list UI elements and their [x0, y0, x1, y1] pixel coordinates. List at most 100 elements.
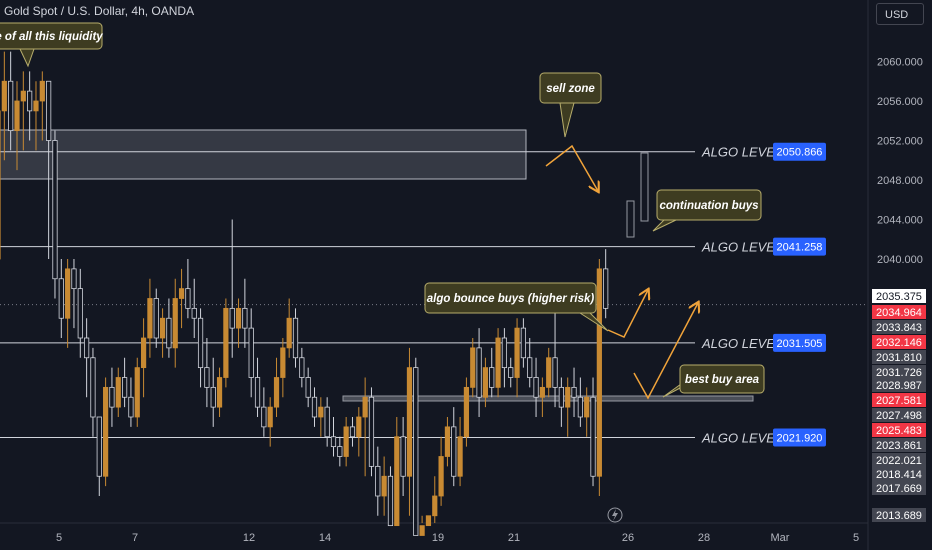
callout-text: best buy area — [685, 374, 760, 386]
candle-up — [273, 377, 280, 408]
candle-down — [153, 298, 159, 339]
price-tag — [872, 408, 926, 422]
candle-up — [140, 337, 147, 369]
x-tick-label: 21 — [508, 532, 520, 544]
price-tag — [872, 320, 926, 334]
x-tick-label: 12 — [243, 532, 255, 544]
price-tag-value: 2017.669 — [876, 483, 922, 495]
candle-down — [305, 377, 311, 398]
x-tick-label: Mar — [771, 532, 790, 544]
algo-level-value: 2031.505 — [777, 338, 823, 350]
algo-level-badge — [773, 142, 826, 161]
projection-arrows — [545, 144, 698, 400]
candle-up — [438, 456, 444, 497]
price-tag — [872, 467, 926, 481]
candle-up — [425, 515, 432, 527]
price-tag-value: 2025.483 — [876, 425, 922, 437]
callout-liquidity: e of all this liquidity — [0, 22, 103, 68]
candle-up — [286, 317, 292, 349]
candle-up — [432, 495, 438, 517]
candle-up — [172, 298, 178, 349]
candle-down — [109, 386, 115, 408]
best-buy-arrow — [633, 303, 698, 400]
lightning-icon[interactable] — [607, 507, 623, 523]
price-tag — [872, 423, 926, 437]
price-tag — [872, 289, 926, 303]
candle-up — [470, 347, 476, 388]
candle-up — [115, 377, 121, 408]
y-tick-label: 2060.000 — [877, 57, 923, 69]
candle-down — [571, 386, 577, 398]
candle-down — [387, 475, 394, 527]
candle-down — [324, 406, 330, 438]
candle-down — [520, 327, 526, 359]
candle-down — [375, 465, 381, 497]
callout-text: e of all this liquidity — [0, 31, 103, 43]
candle-down — [476, 347, 482, 398]
candle-down — [533, 377, 539, 398]
candle-up — [147, 298, 153, 339]
price-tag-value: 2032.146 — [876, 337, 922, 349]
callout-text: algo bounce buys (higher risk) — [427, 293, 595, 305]
candle-up — [103, 386, 109, 477]
candle-down — [292, 317, 299, 359]
price-tag-value: 2033.843 — [876, 322, 922, 334]
price-tag — [872, 305, 926, 319]
candle-down — [210, 386, 216, 408]
y-tick-label: 2040.000 — [877, 254, 923, 266]
currency-button[interactable]: USD — [876, 3, 924, 25]
candle-down — [527, 357, 533, 378]
candle-down — [368, 396, 375, 467]
candle-down — [96, 416, 102, 477]
candle-down — [191, 307, 197, 319]
candle-up — [539, 386, 545, 398]
x-tick-label: 7 — [132, 532, 138, 544]
callout-text: sell zone — [546, 83, 595, 95]
y-tick-label: 2052.000 — [877, 136, 923, 148]
candle-down — [261, 406, 267, 428]
candle-down — [552, 357, 558, 388]
supply-zone — [0, 129, 527, 180]
x-tick-label: 5 — [56, 532, 62, 544]
candle-down — [337, 446, 343, 457]
demand-zone — [342, 395, 754, 402]
candle-up — [1, 80, 7, 112]
callout-continuation: continuation buys — [652, 189, 762, 232]
callout-best-buy: best buy area — [662, 364, 765, 398]
price-tag — [872, 350, 926, 364]
candle-up — [20, 90, 26, 102]
candle-down — [204, 367, 210, 388]
price-tag — [872, 481, 926, 495]
candle-up — [216, 377, 223, 408]
candle-down — [451, 426, 457, 477]
price-tag-value: 2028.987 — [876, 380, 922, 392]
candle-down — [590, 396, 596, 477]
algo-level-badge — [773, 237, 826, 256]
price-tag — [872, 453, 926, 467]
candle-down — [197, 317, 204, 369]
price-tag-value: 2018.414 — [876, 469, 922, 481]
algo-level-value: 2041.258 — [777, 242, 823, 254]
algo-level-label: ALGO LEVEL — [701, 145, 782, 160]
candle-down — [8, 80, 14, 132]
candle-up — [394, 436, 400, 527]
candle-down — [71, 268, 77, 290]
candle-up — [457, 436, 463, 477]
price-tag-value: 2027.498 — [876, 410, 922, 422]
candle-down — [248, 327, 254, 378]
callout-text: continuation buys — [659, 200, 758, 212]
price-tag — [872, 378, 926, 392]
candle-up — [267, 406, 273, 428]
candle-up — [514, 327, 520, 378]
y-tick-label: 2044.000 — [877, 215, 923, 227]
candle-up — [596, 268, 602, 477]
candle-down — [508, 367, 514, 378]
candle-up — [546, 357, 552, 388]
price-tag-value: 2031.726 — [876, 367, 922, 379]
bounce-arrow — [607, 290, 648, 338]
projection-bar — [626, 200, 635, 238]
callout-algo-bounce: algo bounce buys (higher risk) — [424, 282, 609, 332]
candle-up — [39, 80, 45, 102]
candle-up — [584, 396, 590, 418]
